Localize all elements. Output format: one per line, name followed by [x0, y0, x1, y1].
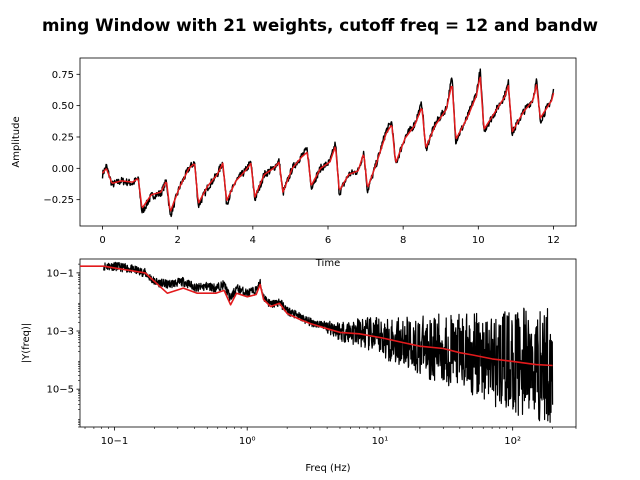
raw-spectrum-line [103, 261, 554, 423]
y-tick-label: 10−1 [47, 268, 74, 279]
x-tick-label: 10⁰ [239, 436, 256, 447]
x-tick-label: 4 [250, 235, 256, 246]
x-tick-label: 6 [325, 235, 331, 246]
frequency-x-label: Freq (Hz) [305, 463, 350, 474]
y-tick-label: 0.75 [52, 70, 74, 81]
x-tick-label: 10 [472, 235, 485, 246]
time-y-label: Amplitude [11, 116, 22, 167]
x-tick-label: 10−1 [101, 436, 128, 447]
x-tick-label: 2 [175, 235, 181, 246]
y-tick-label: 0.25 [52, 132, 74, 143]
x-tick-label: 12 [547, 235, 560, 246]
x-tick-label: 8 [400, 235, 406, 246]
time-series-lines [101, 68, 555, 218]
x-tick-label: 0 [99, 235, 105, 246]
y-tick-label: 0.00 [52, 164, 74, 175]
time-axes: 0 2 4 6 8 10 12 −0.25 0.00 0.25 0.50 0.75 Time Amp… [11, 57, 577, 269]
time-x-label: Time [315, 258, 340, 269]
y-tick-label: 0.50 [52, 101, 74, 112]
frequency-x-ticks: 10−1 10⁰ 10¹ 10² [84, 427, 577, 447]
frequency-y-label: |Y(freq)| [21, 323, 32, 364]
y-tick-label: −0.25 [43, 195, 74, 206]
x-tick-label: 10² [504, 436, 521, 447]
filtered-spectrum-line [80, 265, 553, 367]
y-tick-label: 10−3 [47, 327, 74, 338]
x-tick-label: 10¹ [372, 436, 389, 447]
y-tick-label: 10−5 [47, 385, 74, 396]
frequency-axes: 10−1 10⁰ 10¹ 10² 10−5 10−3 10−1 Freq (Hz) |Y(… [21, 258, 577, 474]
time-x-ticks: 0 2 4 6 8 10 12 [99, 226, 560, 246]
figure-title: ming Window with 21 weights, cutoff freq… [42, 15, 598, 35]
filtered-signal-line [101, 76, 555, 212]
frequency-axes-frame [79, 258, 577, 428]
frequency-y-ticks: 10−5 10−3 10−1 [47, 263, 80, 428]
time-y-ticks: −0.25 0.00 0.25 0.50 0.75 [43, 70, 80, 206]
frequency-series-lines [80, 261, 554, 423]
